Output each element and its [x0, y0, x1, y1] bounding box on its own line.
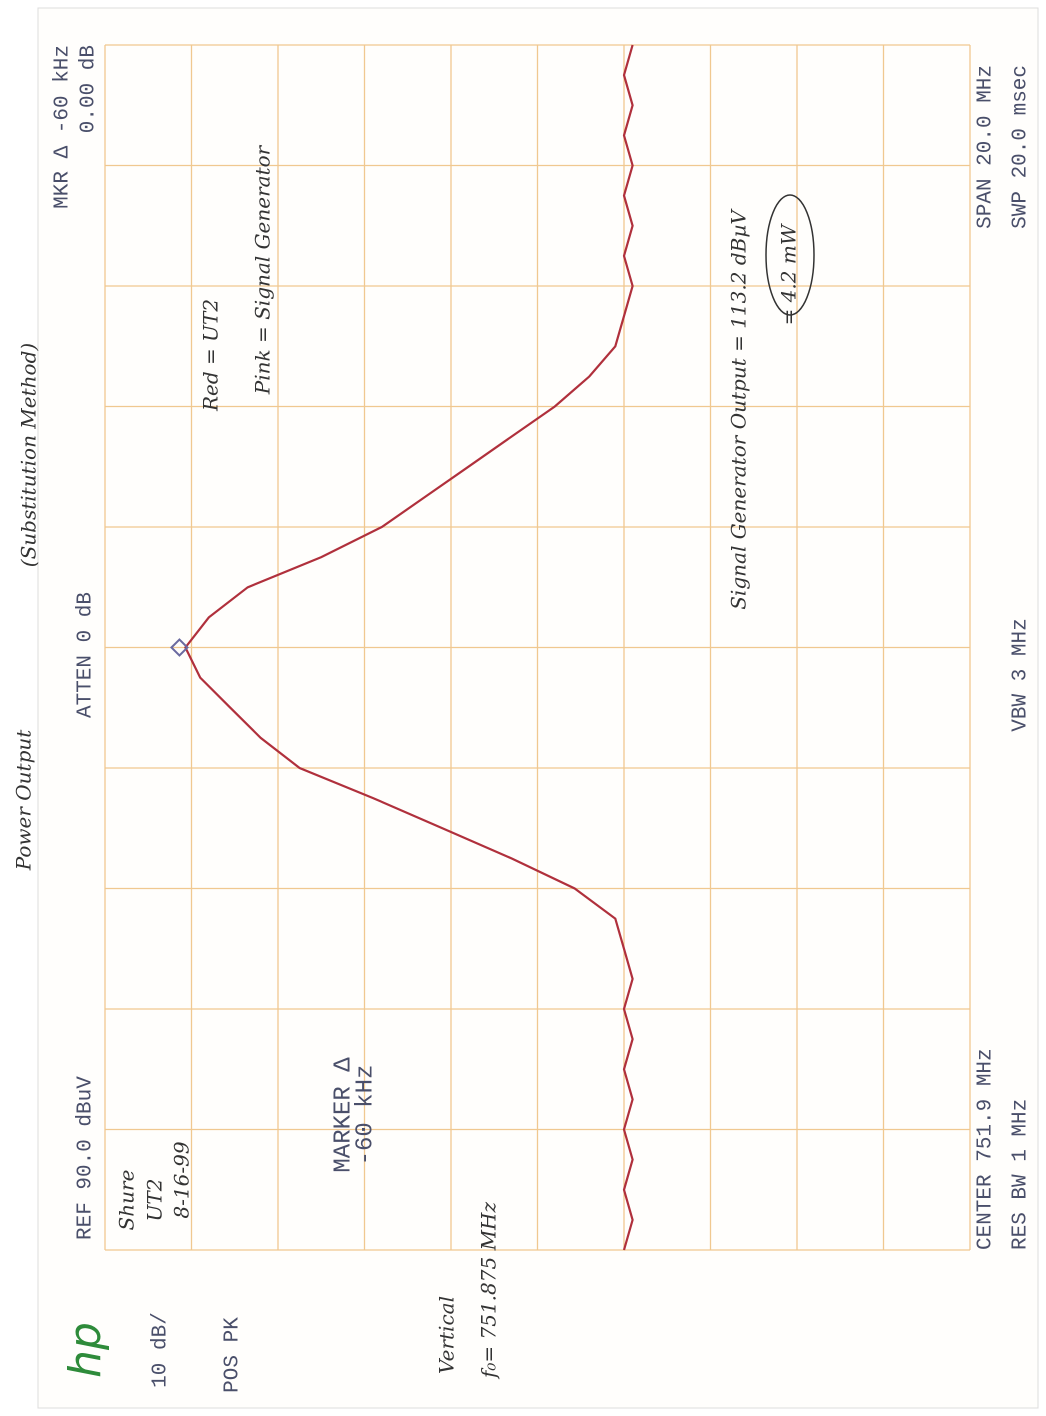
maker-note: Shure: [115, 1170, 139, 1231]
f0-note: f₀= 751.875 MHz: [477, 1202, 501, 1381]
screen-marker-value: -60 kHz: [352, 1065, 379, 1166]
marker: [170, 638, 189, 657]
marker-level: 0.00 dB: [78, 45, 101, 133]
trace: [184, 44, 634, 1251]
attenuation: ATTEN 0 dB: [75, 592, 98, 718]
logo: hp: [60, 1322, 111, 1378]
vertical-note: Vertical: [435, 1296, 459, 1374]
sweep: SWP 20.0 msec: [1010, 65, 1033, 229]
ref-level: REF 90.0 dBuV: [75, 1076, 98, 1240]
detector: POS PK: [222, 1317, 245, 1393]
output-note: Signal Generator Output = 113.2 dBµV: [727, 208, 751, 610]
chart-subtitle: (Substitution Method): [17, 343, 41, 567]
span: SPAN 20.0 MHz: [975, 65, 998, 229]
rbw: RES BW 1 MHz: [1010, 1099, 1033, 1250]
circle: [765, 194, 815, 316]
model-note: UT2: [143, 1179, 167, 1222]
red-note: Red = UT2: [199, 299, 223, 412]
center-freq: CENTER 751.9 MHz: [975, 1048, 998, 1250]
scale: 10 dB/: [150, 1312, 173, 1388]
chart-title: Power Output: [12, 729, 36, 872]
date-note: 8-16-99: [170, 1141, 194, 1218]
screen-marker: MARKER Δ: [330, 1057, 357, 1173]
plot: [170, 44, 634, 1251]
marker-delta: MKR Δ -60 kHz: [52, 45, 75, 209]
vbw: VBW 3 MHz: [1010, 618, 1033, 731]
grid: [104, 44, 971, 1251]
pink-note: Pink = Signal Generator: [251, 144, 275, 395]
power-note: = 4.2 mW: [777, 223, 801, 325]
